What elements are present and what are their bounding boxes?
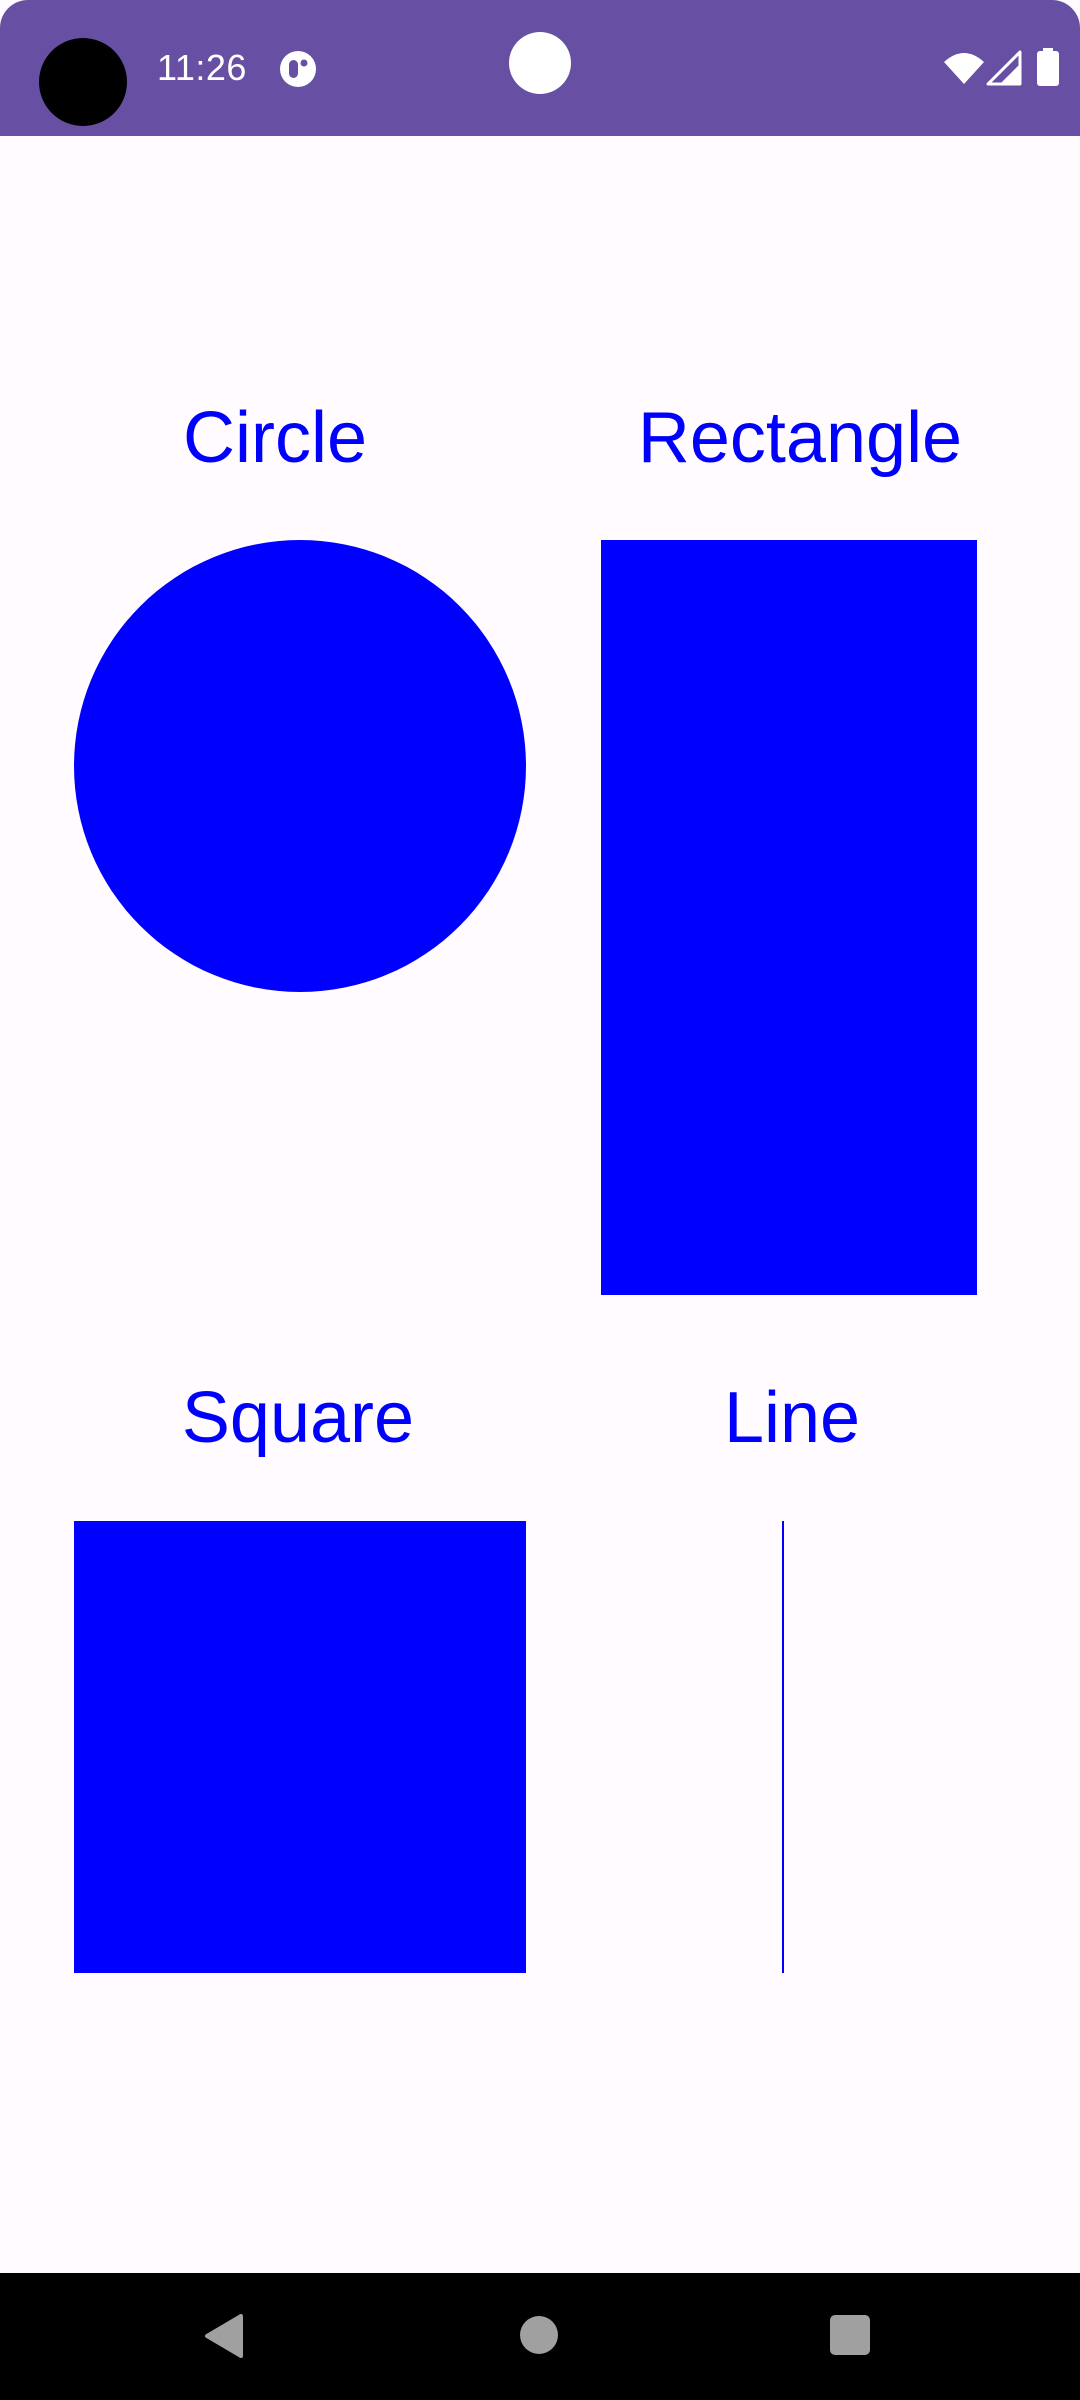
camera-cutout [39, 38, 127, 126]
square-label: Square [181, 1378, 415, 1458]
status-time: 11:26 [157, 47, 247, 88]
center-indicator-dot [509, 32, 571, 94]
wifi-icon [944, 53, 984, 84]
home-icon[interactable] [520, 2316, 558, 2354]
circle-label: Circle [182, 398, 367, 478]
cellular-signal-icon [986, 50, 1022, 86]
navigation-bar [0, 2273, 1080, 2400]
battery-icon [1037, 48, 1059, 86]
square-shape [74, 1521, 526, 1973]
rectangle-shape [601, 540, 977, 1295]
back-icon[interactable] [203, 2313, 245, 2359]
rectangle-label: Rectangle [637, 398, 963, 478]
line-label: Line [723, 1378, 861, 1458]
recents-icon[interactable] [830, 2315, 870, 2355]
circle-shape [74, 540, 526, 992]
status-bar: 11:26 [0, 0, 1080, 136]
notification-app-icon [280, 51, 316, 87]
line-shape [782, 1521, 784, 1973]
